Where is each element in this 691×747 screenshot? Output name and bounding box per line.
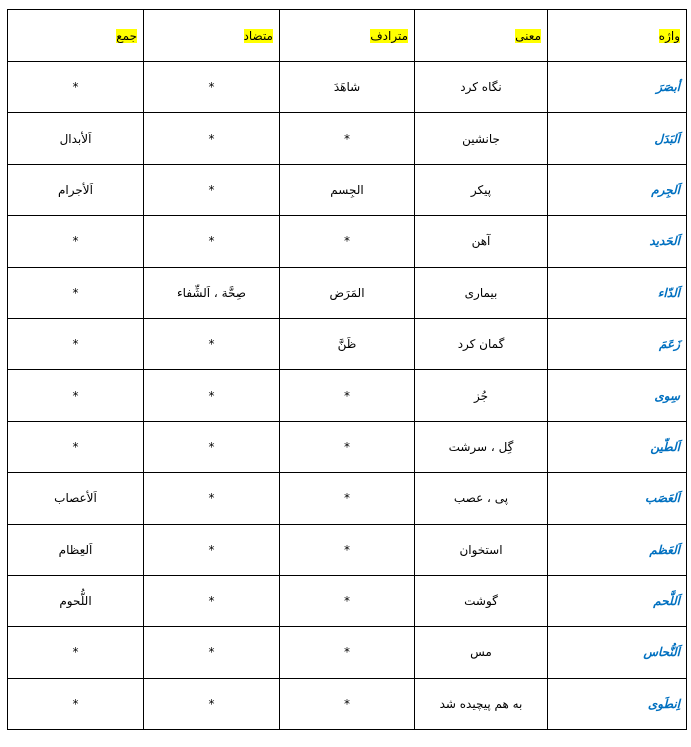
cell-plural: * [7,677,144,731]
cell-word: اَلعَظم [547,523,687,576]
cell-meaning: گوشت [414,574,548,628]
cell-meaning: نگاه کرد [414,60,548,114]
cell-synonym: شاهَدَ [279,60,415,114]
cell-antonym: * [143,317,280,371]
table-row: زَعَمَ گمان کرد ظَنَّ * * [7,317,687,371]
table-row: اَللَّحم گوشت * * اللُّحوم [7,574,687,628]
table-row: اَلدّاء بیماری المَرَض صِحَّة ، اَلشِّفاء * [7,266,687,319]
table-row: اَلجِرم پیکر الجِسم * اَلأجرام [7,163,687,217]
cell-plural: * [7,60,144,114]
table-row: أبصَرَ نگاه کرد شاهَدَ * * [7,60,687,114]
cell-synonym: ظَنَّ [279,317,415,371]
table-row: اَلعَظم استخوان * * اَلعِظام [7,523,687,576]
header-word: واژه [547,9,687,62]
header-synonym: مترادف [279,9,415,62]
table-row: اَلعَصَب پی ، عصب * * اَلأعصاب [7,472,687,525]
cell-antonym: * [143,369,280,422]
cell-antonym: * [143,472,280,525]
cell-synonym: * [279,472,415,525]
table-row: اَلحَدید آهن * * * [7,215,687,268]
header-label: واژه [658,28,680,43]
cell-antonym: * [143,215,280,268]
cell-plural: * [7,626,144,679]
cell-antonym: * [143,420,280,474]
header-antonym: متضاد [143,9,280,62]
header-label: مترادف [370,28,408,43]
cell-plural: اَلعِظام [7,523,144,576]
table-row: سِوی جُز * * * [7,369,687,422]
cell-word: اَلجِرم [547,163,687,217]
cell-meaning: آهن [414,215,548,268]
table-row: اَلبَدَل جانشین * * اَلأبدال [7,112,687,165]
cell-plural: * [7,215,144,268]
header-label: متضاد [243,28,273,43]
cell-word: اَللَّحم [547,574,687,628]
cell-antonym: * [143,112,280,165]
table-row: اِنطَوی به هم پیچیده شد * * * [7,677,687,731]
cell-meaning: پیکر [414,163,548,217]
header-plural: جمع [7,9,144,62]
cell-word: اَلعَصَب [547,472,687,525]
table-row: اَلطّین گِل ، سرشت * * * [7,420,687,474]
cell-synonym: * [279,112,415,165]
cell-synonym: المَرَض [279,266,415,319]
cell-word: زَعَمَ [547,317,687,371]
cell-meaning: جُز [414,369,548,422]
cell-word: أبصَرَ [547,60,687,114]
cell-synonym: * [279,523,415,576]
cell-meaning: به هم پیچیده شد [414,677,548,731]
header-label: معنی [515,28,541,43]
cell-plural: اَلأعصاب [7,472,144,525]
cell-synonym: * [279,420,415,474]
cell-meaning: گمان کرد [414,317,548,371]
cell-word: اَلحَدید [547,215,687,268]
cell-synonym: * [279,574,415,628]
cell-antonym: صِحَّة ، اَلشِّفاء [143,266,280,319]
header-meaning: معنی [414,9,548,62]
vocabulary-table: واژه معنی مترادف متضاد جمع أبصَرَ نگاه کر… [7,9,687,731]
cell-word: اَلدّاء [547,266,687,319]
cell-plural: * [7,420,144,474]
cell-synonym: الجِسم [279,163,415,217]
cell-word: اَلنُّحاس [547,626,687,679]
cell-word: سِوی [547,369,687,422]
cell-synonym: * [279,677,415,731]
cell-plural: * [7,369,144,422]
cell-meaning: بیماری [414,266,548,319]
cell-synonym: * [279,215,415,268]
cell-synonym: * [279,369,415,422]
cell-meaning: جانشین [414,112,548,165]
cell-word: اَلبَدَل [547,112,687,165]
cell-antonym: * [143,677,280,731]
cell-antonym: * [143,523,280,576]
cell-plural: اَلأجرام [7,163,144,217]
header-label: جمع [116,28,137,43]
cell-meaning: استخوان [414,523,548,576]
cell-plural: * [7,266,144,319]
cell-synonym: * [279,626,415,679]
header-row: واژه معنی مترادف متضاد جمع [7,9,687,62]
cell-word: اَلطّین [547,420,687,474]
cell-antonym: * [143,574,280,628]
cell-antonym: * [143,626,280,679]
table-row: اَلنُّحاس مس * * * [7,626,687,679]
cell-meaning: پی ، عصب [414,472,548,525]
cell-antonym: * [143,60,280,114]
cell-meaning: گِل ، سرشت [414,420,548,474]
cell-plural: * [7,317,144,371]
cell-antonym: * [143,163,280,217]
cell-word: اِنطَوی [547,677,687,731]
cell-plural: اَلأبدال [7,112,144,165]
cell-plural: اللُّحوم [7,574,144,628]
cell-meaning: مس [414,626,548,679]
